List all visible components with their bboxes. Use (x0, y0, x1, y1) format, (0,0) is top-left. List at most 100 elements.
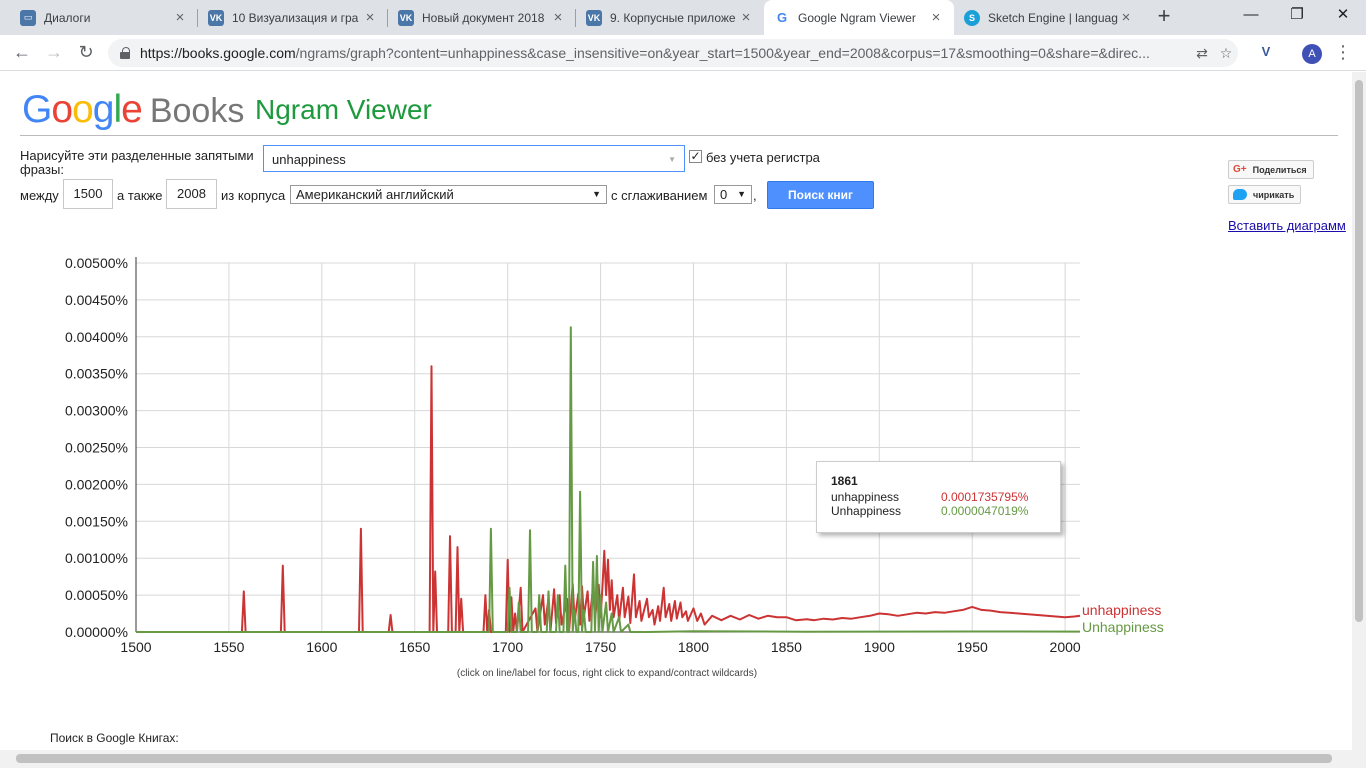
tooltip-year: 1861 (831, 474, 858, 488)
y-tick-label: 0.00350% (65, 366, 128, 382)
between-label: между (20, 188, 59, 203)
tab-title: Google Ngram Viewer (798, 10, 916, 25)
x-tick-label: 1600 (306, 639, 337, 655)
search-in-books-label: Поиск в Google Книгах: (50, 731, 179, 745)
google-books-logo[interactable]: Google Books (22, 88, 245, 131)
lock-icon (120, 47, 130, 59)
close-window-button[interactable]: ✕ (1336, 6, 1350, 23)
y-tick-label: 0.00200% (65, 476, 128, 492)
tooltip-series-name: Unhappiness (831, 504, 902, 518)
ngram-chart[interactable]: 1500 1550 1600 1650 1700 1750 1800 1850 1900 1950… (0, 72, 1352, 672)
year-start-input[interactable]: 1500 (63, 179, 113, 209)
y-tick-label: 0.00100% (65, 550, 128, 566)
series-label[interactable]: Unhappiness (1082, 619, 1164, 635)
url-host: https://books.google.com (140, 45, 296, 61)
tab-ngram-viewer[interactable]: G Google Ngram Viewer × (764, 0, 954, 35)
chevron-down-icon: ▼ (592, 189, 601, 199)
close-icon[interactable]: × (553, 9, 563, 26)
chat-icon: ▭ (20, 9, 36, 26)
chart-hint: (click on line/label for focus, right cl… (456, 668, 758, 679)
horizontal-scrollbar[interactable] (0, 750, 1366, 768)
toolbar: ← → ↻ https://books.google.com/ngrams/gr… (0, 35, 1366, 71)
gplus-share-button[interactable]: G+ Поделиться (1228, 160, 1314, 179)
menu-icon[interactable]: ⋮ (1334, 42, 1352, 62)
reload-button[interactable]: ↻ (78, 42, 94, 62)
chart-tooltip: 1861 unhappiness 0.0001735795% Unhappines… (816, 461, 1061, 533)
smoothing-select[interactable]: 0 ▼ (714, 185, 752, 204)
embed-chart-link[interactable]: Вставить диаграмм (1228, 218, 1346, 233)
tab-dialogs[interactable]: ▭ Диалоги × (10, 0, 198, 35)
x-tick-label: 2000 (1050, 639, 1081, 655)
tooltip-series-value: 0.0000047019% (941, 504, 1029, 518)
restore-button[interactable]: ❐ (1290, 6, 1304, 23)
tooltip-series-value: 0.0001735795% (941, 490, 1029, 504)
x-tick-label: 1800 (678, 639, 709, 655)
back-button[interactable]: ← (13, 42, 31, 62)
sketch-engine-icon: S (964, 9, 980, 26)
y-tick-label: 0.00250% (65, 440, 128, 456)
close-icon[interactable]: × (931, 9, 941, 26)
google-plus-icon: G+ (1233, 164, 1247, 175)
x-tick-label: 1550 (213, 639, 244, 655)
profile-avatar[interactable]: A (1302, 44, 1322, 64)
close-icon[interactable]: × (1121, 9, 1131, 26)
tab-title: 9. Корпусные приложе (610, 10, 736, 25)
x-tick-label: 1500 (120, 639, 151, 655)
tab-title: Sketch Engine | languag (988, 10, 1118, 25)
year-end-input[interactable]: 2008 (166, 179, 217, 209)
bookmark-star-icon[interactable]: ☆ (1219, 44, 1233, 61)
vk-icon: VK (398, 9, 414, 26)
twitter-bird-icon (1233, 189, 1247, 200)
vk-icon: VK (208, 9, 224, 26)
case-insensitive-label: без учета регистра (706, 150, 820, 165)
close-icon[interactable]: × (175, 9, 185, 26)
translate-icon[interactable]: ⇄ (1196, 44, 1208, 61)
tab-new-document[interactable]: VK Новый документ 2018 × (388, 0, 576, 35)
google-g-icon: G (774, 9, 790, 26)
query-prompt: Нарисуйте эти разделенные запятыми фразы… (20, 148, 254, 177)
y-tick-label: 0.00300% (65, 403, 128, 419)
chevron-down-icon: ▼ (668, 155, 676, 164)
x-tick-label: 1850 (771, 639, 802, 655)
vertical-scrollbar[interactable] (1352, 72, 1366, 750)
query-input[interactable]: unhappiness ▼ (263, 145, 685, 172)
x-tick-label: 1750 (585, 639, 616, 655)
tab-sketch-engine[interactable]: S Sketch Engine | languag × (954, 0, 1144, 35)
forward-button[interactable]: → (45, 42, 63, 62)
close-icon[interactable]: × (741, 9, 751, 26)
y-tick-label: 0.00500% (65, 255, 128, 271)
corpus-label: из корпуса (221, 188, 286, 203)
and-label: а также (117, 188, 163, 203)
address-bar[interactable]: https://books.google.com/ngrams/graph?co… (108, 39, 1238, 67)
series-line-unhappiness-capitalized[interactable] (136, 326, 1081, 633)
page-content: Google Books Ngram Viewer Нарисуйте эти р… (0, 72, 1352, 750)
corpus-select[interactable]: Американский английский ▼ (290, 185, 607, 204)
tab-title: Диалоги (44, 10, 91, 25)
y-tick-label: 0.00150% (65, 513, 128, 529)
search-books-button[interactable]: Поиск книг (767, 181, 874, 209)
tweet-button[interactable]: чирикать (1228, 185, 1302, 204)
series-line-unhappiness[interactable] (136, 365, 1081, 633)
minimize-button[interactable]: — (1243, 6, 1259, 23)
new-tab-button[interactable]: + (1157, 3, 1171, 28)
divider (20, 135, 1338, 136)
tab-visualization[interactable]: VK 10 Визуализация и гра × (198, 0, 388, 35)
case-insensitive-checkbox[interactable]: ✓ (689, 149, 702, 163)
page-title: Ngram Viewer (255, 94, 432, 125)
tab-title: 10 Визуализация и гра (232, 10, 359, 25)
x-tick-label: 1650 (399, 639, 430, 655)
x-tick-label: 1950 (957, 639, 988, 655)
series-label[interactable]: unhappiness (1082, 602, 1161, 618)
tab-corpus-apps[interactable]: VK 9. Корпусные приложе × (576, 0, 764, 35)
tooltip-series-name: unhappiness (831, 490, 900, 504)
extension-icon[interactable]: V (1261, 44, 1271, 59)
x-tick-label: 1900 (864, 639, 895, 655)
url-path: /ngrams/graph?content=unhappiness&case_i… (295, 45, 1150, 61)
close-icon[interactable]: × (365, 9, 375, 26)
x-tick-label: 1700 (492, 639, 523, 655)
y-tick-label: 0.00450% (65, 292, 128, 308)
comma: , (753, 188, 757, 203)
y-tick-label: 0.00400% (65, 329, 128, 345)
chevron-down-icon: ▼ (737, 189, 746, 199)
tab-strip: ▭ Диалоги × VK 10 Визуализация и гра × V… (0, 0, 1366, 35)
